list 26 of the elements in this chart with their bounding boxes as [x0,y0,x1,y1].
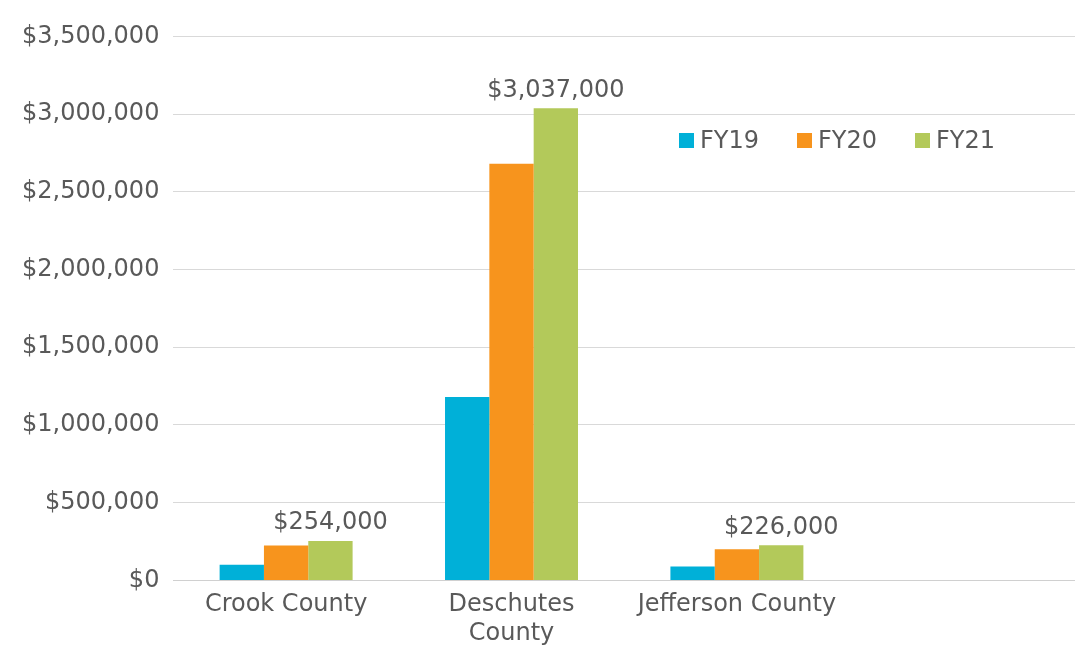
legend-label: FY21 [935,126,995,154]
bar [759,545,804,580]
bar [219,564,264,580]
x-tick-label: Jefferson County [635,589,837,618]
y-tick-label: $3,500,000 [21,20,160,49]
y-tick-label: $3,000,000 [21,98,160,127]
data-label: $226,000 [723,511,839,540]
y-tick-label: $2,000,000 [21,253,160,282]
bar [445,396,490,580]
y-tick-label: $0 [128,564,160,593]
bar [263,545,309,580]
bar [714,549,760,580]
x-tick-label: Deschutes County [448,589,575,646]
y-tick-label: $2,500,000 [21,176,160,205]
bar [308,540,353,580]
y-tick-label: $1,000,000 [21,409,160,438]
y-tick-label: $1,500,000 [21,331,160,360]
data-label: $254,000 [273,507,388,536]
bar [670,566,715,580]
legend-label: FY20 [817,126,877,154]
bar [489,163,534,580]
legend-label: FY19 [699,126,759,154]
x-tick-label: Crook County [204,589,368,618]
data-label: $3,037,000 [487,74,625,103]
y-tick-label: $500,000 [44,486,160,515]
bar [533,108,578,580]
